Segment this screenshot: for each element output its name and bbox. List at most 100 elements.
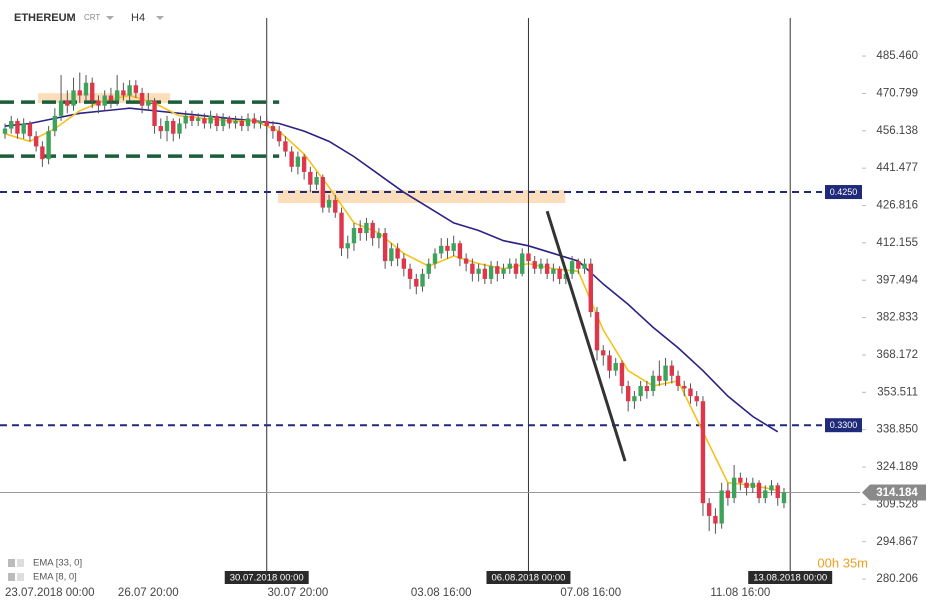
candle-body — [33, 136, 39, 147]
candle-body — [706, 503, 712, 516]
instrument-title[interactable]: ETHEREUM — [14, 12, 76, 24]
period-label-box — [486, 571, 571, 584]
candle-body — [295, 156, 301, 167]
candle-body — [544, 263, 550, 274]
candle-body — [258, 120, 263, 124]
candle-body — [769, 485, 774, 491]
candle-body — [625, 385, 631, 402]
candle-body — [71, 90, 76, 106]
candle-body — [463, 258, 469, 264]
candle-body — [457, 243, 463, 259]
y-tick-label: 470.799 — [876, 87, 918, 99]
x-tick-label: 03.08 16:00 — [411, 587, 472, 599]
candle-body — [220, 118, 226, 127]
candle-body — [775, 485, 780, 499]
candle-body — [164, 120, 170, 132]
candle-body — [158, 126, 163, 132]
candle-body — [27, 123, 33, 137]
candle-body — [15, 120, 20, 134]
candle-body — [713, 515, 718, 524]
candle-body — [326, 199, 332, 208]
y-tick-label: 382.833 — [876, 312, 918, 324]
candle-body — [526, 253, 531, 262]
candle-body — [476, 268, 481, 274]
candle-body — [594, 312, 600, 351]
trendline — [545, 210, 627, 462]
candle-body — [763, 490, 768, 499]
candle-body — [750, 482, 756, 488]
candle-body — [513, 263, 519, 274]
candle-body — [744, 482, 749, 488]
candle-body — [345, 243, 350, 249]
candle-body — [320, 177, 326, 208]
candle-body — [663, 365, 668, 381]
candle-body — [557, 268, 562, 279]
candle-body — [401, 258, 407, 269]
candle-body — [77, 90, 82, 96]
candle-body — [694, 396, 699, 402]
candle-body — [102, 95, 107, 106]
candle-body — [520, 253, 525, 274]
candle-body — [588, 263, 593, 313]
candle-body — [96, 100, 101, 106]
y-tick-label: 294.867 — [876, 536, 918, 548]
level-label: 0.4250 — [830, 187, 858, 197]
y-tick-label: 324.189 — [876, 461, 918, 473]
candle-body — [601, 350, 606, 356]
candle-body — [395, 248, 400, 259]
candle-body — [407, 268, 413, 279]
candle-body — [177, 123, 182, 134]
dropdown-arrow[interactable] — [156, 16, 164, 20]
y-tick-label: 426.816 — [876, 200, 918, 212]
candle-body — [538, 263, 544, 269]
legend-icon — [17, 573, 24, 581]
level-label: 0.3300 — [830, 420, 858, 430]
candle-body — [239, 120, 244, 127]
candle-body — [756, 482, 762, 499]
candle-body — [432, 253, 438, 264]
y-tick-label: 412.155 — [876, 237, 918, 249]
candle-body — [233, 120, 238, 124]
candle-body — [202, 118, 207, 124]
candle-body — [40, 146, 45, 160]
candle-body — [688, 388, 693, 397]
candle-body — [738, 477, 743, 483]
period-label: 13.08.2018 00:00 — [753, 573, 827, 584]
legend-label: EMA [8, 0] — [33, 572, 77, 583]
y-tick-label: 338.850 — [876, 424, 918, 436]
legend-icon — [8, 559, 15, 567]
legend-icon — [17, 559, 24, 567]
instrument-type[interactable]: CRT — [84, 13, 100, 22]
y-tick-label: 485.460 — [876, 50, 918, 62]
timeframe[interactable]: H4 — [131, 12, 145, 24]
candle-body — [382, 233, 388, 262]
candle-body — [195, 118, 201, 121]
candle-body — [245, 118, 251, 127]
candle-body — [563, 273, 569, 279]
candle-body — [139, 92, 145, 106]
candle-body — [669, 365, 674, 376]
candle-body — [46, 131, 51, 160]
candle-body — [114, 90, 120, 101]
candle-body — [389, 248, 394, 262]
candle-body — [781, 492, 787, 504]
x-tick-label: 07.08 16:00 — [560, 587, 621, 599]
candle-body — [731, 477, 737, 499]
candle-body — [445, 245, 450, 251]
candle-body — [414, 278, 419, 287]
zone — [277, 190, 566, 203]
candle-body — [208, 115, 213, 124]
x-tick-label: 11.08 16:00 — [710, 587, 770, 599]
candle-body — [364, 222, 369, 234]
dropdown-arrow[interactable] — [106, 16, 114, 20]
y-tick-label: 309.528 — [876, 498, 918, 510]
plot-area: 0.4250 0.3300 — [0, 18, 862, 584]
candle-body — [470, 263, 475, 274]
candle-body — [507, 263, 512, 269]
candle-body — [152, 100, 157, 127]
candle-body — [675, 375, 681, 386]
candle-body — [551, 268, 556, 274]
y-tick-label: 368.172 — [876, 349, 918, 361]
candle-body — [52, 115, 58, 132]
